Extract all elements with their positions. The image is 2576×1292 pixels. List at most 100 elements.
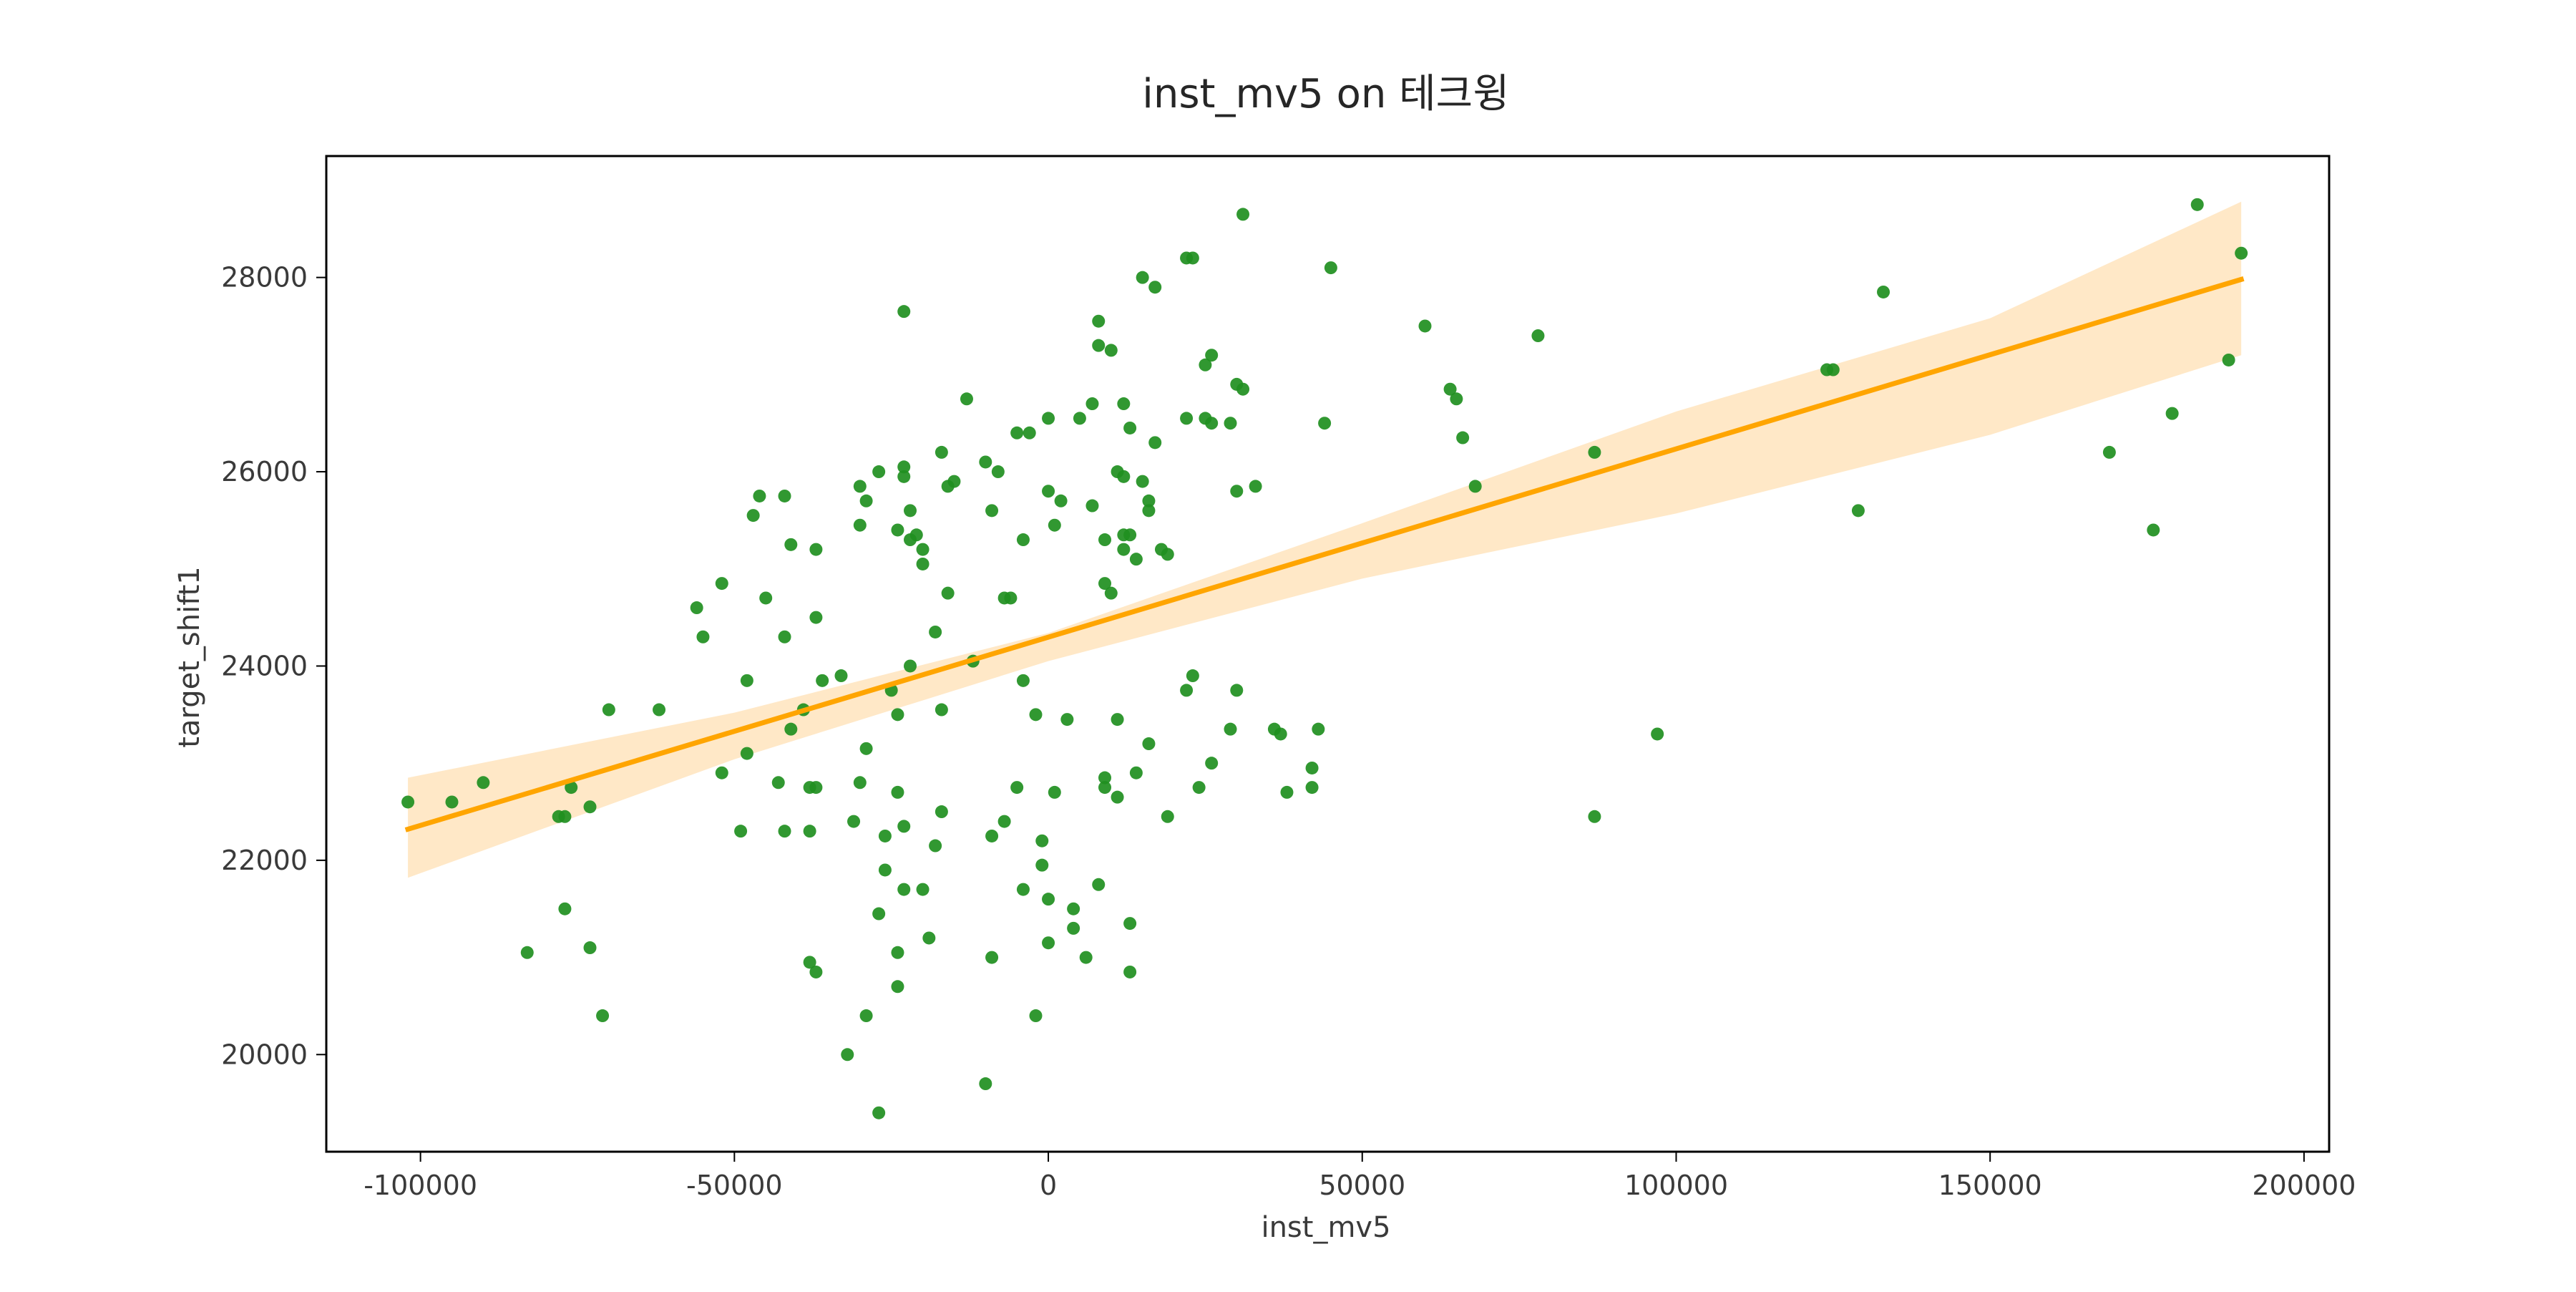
y-tick-label: 28000 [221,262,308,293]
data-point [809,543,823,556]
x-axis-label: inst_mv5 [1261,1211,1390,1244]
x-tick-label: 150000 [1938,1170,2042,1201]
data-point [1029,1009,1043,1023]
data-point [1418,319,1432,333]
data-point [803,825,816,838]
data-point [1186,669,1199,683]
data-point [1123,528,1137,542]
data-point [565,781,578,795]
data-point [1085,397,1099,411]
data-point [997,815,1011,828]
data-point [1274,727,1287,741]
data-point [696,630,710,643]
data-point [891,523,904,537]
data-point [891,980,904,994]
data-point [1318,417,1332,430]
data-point [1042,893,1055,906]
data-point [1104,586,1118,600]
data-point [897,470,911,483]
data-point [1067,902,1080,915]
data-point [1042,485,1055,498]
data-point [1249,480,1262,493]
data-point [909,528,923,542]
data-point [1098,781,1112,795]
data-point [778,825,791,838]
data-point [740,674,753,687]
data-point [834,669,848,683]
data-point [1123,421,1137,434]
data-point [2102,445,2116,459]
data-point [1016,883,1030,896]
data-point [1035,834,1049,847]
data-point [1016,674,1030,687]
x-axis-ticks: -100000 -50000 0 50000 100000 150000 200000 [364,1152,2356,1201]
data-point [2222,353,2235,366]
data-point [1104,344,1118,357]
data-point [878,863,892,877]
y-axis-label: target_shift1 [173,566,206,747]
data-point [891,946,904,959]
data-point [935,805,948,819]
data-point [1085,499,1099,513]
data-point [979,455,992,469]
data-point [1456,431,1470,445]
data-point [2190,198,2204,211]
data-point [904,659,917,673]
data-point [941,586,955,600]
data-point [979,1077,992,1091]
data-point [1042,412,1055,425]
data-points-layer [401,198,2248,1119]
data-point [1129,553,1143,566]
data-point [1117,470,1131,483]
regression-line [404,276,2245,832]
data-point [753,489,766,502]
data-point [929,625,942,638]
data-point [935,445,948,459]
data-point [916,557,930,570]
data-point [1224,417,1237,430]
data-point [746,509,760,523]
data-point [778,489,791,502]
data-point [1443,382,1457,396]
data-point [771,776,785,790]
data-point [1016,533,1030,547]
data-point [1010,781,1024,795]
data-point [784,722,798,736]
data-point [1148,281,1162,294]
data-point [872,1106,886,1119]
confidence-band [408,201,2242,878]
data-point [759,591,773,605]
data-point [2235,246,2248,260]
data-point [1161,548,1174,561]
data-point [2165,407,2179,420]
data-point [602,703,615,717]
data-point [1111,713,1124,727]
data-point [1305,781,1319,795]
data-point [1531,329,1545,343]
data-point [859,494,873,507]
data-point [1186,251,1199,265]
data-point [1826,363,1840,377]
data-point [1098,533,1112,547]
data-point [445,795,459,809]
data-point [1079,951,1093,964]
data-point [1123,965,1137,978]
data-point [897,883,911,896]
data-point [935,703,948,717]
data-point [960,392,973,406]
data-point [897,305,911,319]
data-point [809,965,823,978]
data-point [1192,781,1206,795]
chart-title: inst_mv5 on 테크윙 [1142,71,1509,117]
data-point [778,630,791,643]
data-point [1004,591,1018,605]
data-point [1060,713,1074,727]
data-point [947,475,961,488]
data-point [1010,426,1024,439]
data-point [1142,504,1156,518]
data-point [1224,722,1237,736]
data-point [853,480,867,493]
data-point [878,829,892,842]
data-point [690,601,703,615]
